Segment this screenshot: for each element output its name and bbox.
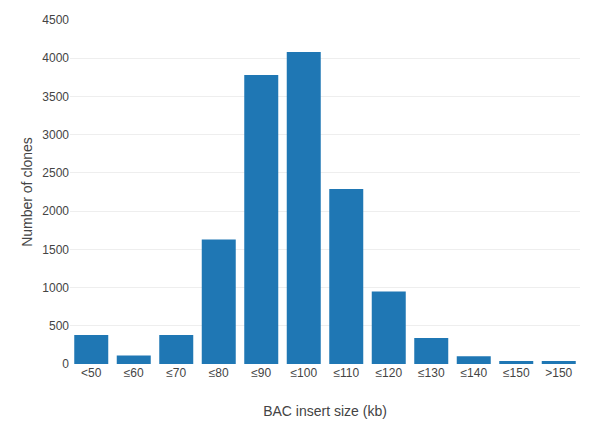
svg-text:≤120: ≤120 — [375, 366, 402, 380]
svg-text:2000: 2000 — [42, 204, 69, 218]
svg-text:2500: 2500 — [42, 166, 69, 180]
svg-text:≤130: ≤130 — [418, 366, 445, 380]
svg-text:1500: 1500 — [42, 243, 69, 257]
svg-text:≤60: ≤60 — [124, 366, 144, 380]
svg-text:<50: <50 — [81, 366, 102, 380]
svg-text:≤100: ≤100 — [290, 366, 317, 380]
svg-text:4000: 4000 — [42, 51, 69, 65]
svg-text:0: 0 — [62, 357, 69, 371]
svg-text:≤140: ≤140 — [460, 366, 487, 380]
svg-text:≤90: ≤90 — [251, 366, 271, 380]
svg-text:4500: 4500 — [42, 13, 69, 27]
svg-text:≤70: ≤70 — [166, 366, 186, 380]
svg-text:≤150: ≤150 — [503, 366, 530, 380]
svg-text:≤110: ≤110 — [333, 366, 359, 380]
svg-text:BAC insert size (kb): BAC insert size (kb) — [263, 403, 387, 419]
svg-text:1000: 1000 — [42, 281, 69, 295]
svg-text:500: 500 — [49, 319, 69, 333]
svg-text:3500: 3500 — [42, 90, 69, 104]
svg-text:>150: >150 — [545, 366, 572, 380]
svg-text:Number of clones: Number of clones — [19, 137, 35, 247]
svg-text:≤80: ≤80 — [209, 366, 229, 380]
svg-text:3000: 3000 — [42, 128, 69, 142]
